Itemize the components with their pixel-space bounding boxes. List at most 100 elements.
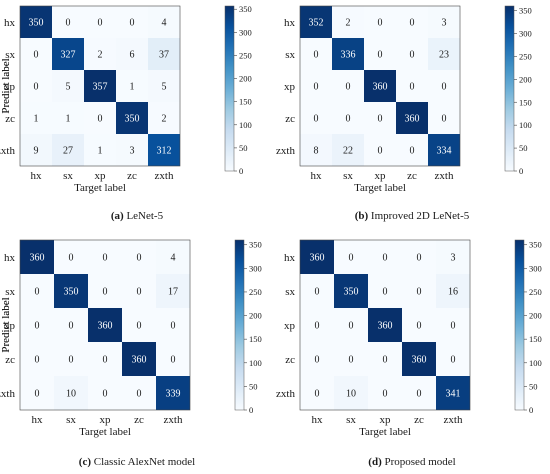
colorbar-tick-label: 150 bbox=[249, 334, 262, 344]
matrix-cell bbox=[332, 70, 364, 102]
panel-caption: (a) LeNet-5 bbox=[111, 210, 164, 222]
cell-value-label: 0 bbox=[410, 18, 415, 29]
x-tick-label: xp bbox=[100, 414, 112, 426]
cell-value-label: 27 bbox=[63, 146, 73, 157]
matrix-cell bbox=[20, 6, 52, 38]
cell-value-label: 360 bbox=[98, 321, 113, 332]
matrix-cell bbox=[116, 70, 148, 102]
matrix-cell bbox=[332, 102, 364, 134]
matrix-cell bbox=[300, 102, 332, 134]
cell-value-label: 0 bbox=[98, 18, 103, 29]
cell-value-label: 339 bbox=[166, 389, 181, 400]
x-tick-label: xp bbox=[375, 170, 387, 182]
cell-value-label: 0 bbox=[35, 389, 40, 400]
y-tick-label: zxth bbox=[0, 388, 15, 400]
matrix-cell bbox=[54, 308, 88, 342]
matrix-cell bbox=[52, 134, 84, 166]
y-tick-label: hx bbox=[4, 17, 16, 29]
cell-value-label: 4 bbox=[162, 18, 167, 29]
cell-value-label: 0 bbox=[451, 321, 456, 332]
cell-value-label: 6 bbox=[130, 50, 135, 61]
y-axis-title: Predict label bbox=[0, 297, 12, 352]
y-tick-label: hx bbox=[284, 17, 296, 29]
x-tick-label: zxth bbox=[164, 414, 183, 426]
matrix-cell bbox=[402, 274, 436, 308]
cell-value-label: 8 bbox=[314, 146, 319, 157]
cell-value-label: 0 bbox=[314, 82, 319, 93]
panel-caption: (c) Classic AlexNet model bbox=[79, 456, 195, 468]
cell-value-label: 0 bbox=[314, 50, 319, 61]
colorbar-tick-label: 300 bbox=[519, 29, 532, 39]
cell-value-label: 360 bbox=[405, 114, 420, 125]
cell-value-label: 0 bbox=[315, 321, 320, 332]
matrix-cell bbox=[20, 240, 54, 274]
cell-value-label: 0 bbox=[417, 389, 422, 400]
x-axis-title: Target label bbox=[354, 182, 406, 194]
matrix-cell bbox=[122, 308, 156, 342]
cell-value-label: 3 bbox=[442, 18, 447, 29]
panel-caption-id: (b) bbox=[355, 210, 369, 222]
matrix-cell bbox=[436, 342, 470, 376]
x-tick-label: hx bbox=[311, 170, 323, 182]
y-tick-label: xp bbox=[284, 81, 296, 93]
cell-value-label: 341 bbox=[446, 389, 461, 400]
cell-value-label: 0 bbox=[383, 389, 388, 400]
matrix-cell bbox=[334, 308, 368, 342]
colorbar-tick-label: 150 bbox=[529, 334, 542, 344]
cell-value-label: 10 bbox=[66, 389, 76, 400]
colorbar-tick-label: 250 bbox=[249, 287, 262, 297]
colorbar-tick-label: 350 bbox=[529, 240, 542, 250]
confusion-matrix-panel: 350 0 0 0 4 0 327 2 6 37 0 5 357 1 5 1 1 0 350 2 9 27 1 3 312 hx s… bbox=[0, 4, 252, 222]
cell-value-label: 0 bbox=[137, 389, 142, 400]
colorbar-tick-label: 300 bbox=[249, 263, 262, 273]
matrix-cell bbox=[88, 240, 122, 274]
cell-value-label: 0 bbox=[383, 355, 388, 366]
y-tick-label: zc bbox=[5, 354, 15, 366]
cell-value-label: 334 bbox=[437, 146, 452, 157]
matrix-cell bbox=[428, 38, 460, 70]
cell-value-label: 360 bbox=[310, 253, 325, 264]
colorbar-tick-label: 200 bbox=[519, 74, 532, 84]
matrix-cell bbox=[20, 342, 54, 376]
panel-caption-name: Improved 2D LeNet-5 bbox=[371, 210, 470, 222]
y-tick-label: xp bbox=[4, 320, 16, 332]
cell-value-label: 350 bbox=[64, 287, 79, 298]
cell-value-label: 336 bbox=[341, 50, 356, 61]
cell-value-label: 350 bbox=[29, 18, 44, 29]
matrix-cell bbox=[300, 308, 334, 342]
x-tick-label: hx bbox=[31, 170, 43, 182]
x-tick-label: zxth bbox=[435, 170, 454, 182]
matrix-cell bbox=[88, 308, 122, 342]
matrix-cell bbox=[84, 102, 116, 134]
cell-value-label: 360 bbox=[373, 82, 388, 93]
colorbar bbox=[504, 5, 515, 172]
matrix-frame bbox=[299, 239, 471, 411]
cell-value-label: 0 bbox=[35, 321, 40, 332]
matrix-cell bbox=[300, 342, 334, 376]
x-tick-label: xp bbox=[380, 414, 392, 426]
cell-value-label: 0 bbox=[410, 50, 415, 61]
matrix-cell bbox=[52, 102, 84, 134]
matrix-cell bbox=[122, 376, 156, 410]
y-axis-title: Predict label bbox=[0, 58, 12, 113]
matrix-cell bbox=[332, 38, 364, 70]
matrix-cell bbox=[20, 70, 52, 102]
matrix-cell bbox=[84, 6, 116, 38]
matrix-cell bbox=[156, 308, 190, 342]
matrix-cell bbox=[368, 240, 402, 274]
matrix-cell bbox=[156, 240, 190, 274]
matrix-frame bbox=[299, 5, 461, 167]
matrix-cell bbox=[396, 102, 428, 134]
colorbar-tick-label: 350 bbox=[239, 4, 252, 14]
cell-value-label: 3 bbox=[451, 253, 456, 264]
matrix-cell bbox=[396, 134, 428, 166]
colorbar bbox=[514, 239, 525, 411]
cell-value-label: 0 bbox=[410, 82, 415, 93]
matrix-cell bbox=[148, 38, 180, 70]
matrix-cell bbox=[52, 70, 84, 102]
matrix-cell bbox=[148, 134, 180, 166]
matrix-cell bbox=[20, 376, 54, 410]
cell-value-label: 0 bbox=[442, 82, 447, 93]
cell-value-label: 1 bbox=[130, 82, 135, 93]
